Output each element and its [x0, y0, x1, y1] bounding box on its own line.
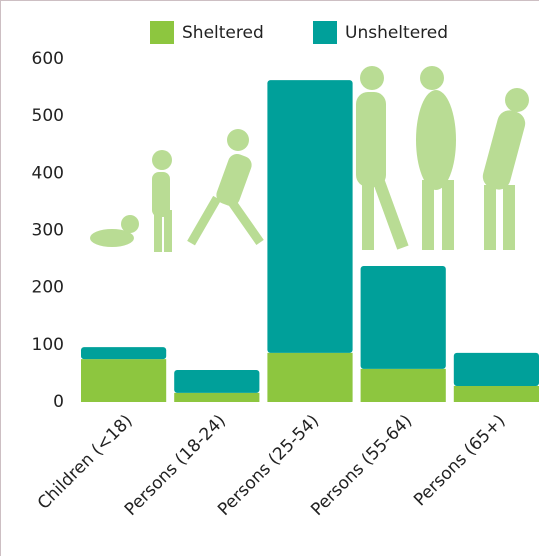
x-tick-label: Persons (65+)	[410, 411, 509, 510]
y-tick-label: 0	[53, 392, 64, 412]
y-tick-label: 400	[32, 163, 64, 183]
bar-segment	[360, 368, 446, 402]
bar-segment	[81, 347, 167, 360]
x-tick-label: Persons (18-24)	[121, 411, 230, 520]
legend-label: Unsheltered	[345, 23, 448, 43]
bar-segment	[174, 392, 260, 402]
bar-segment	[453, 385, 539, 402]
bar-segment	[81, 359, 167, 402]
y-tick-label: 500	[32, 106, 64, 126]
legend-swatch	[150, 21, 174, 44]
bar-segment	[267, 352, 353, 402]
y-tick-label: 600	[32, 49, 64, 69]
bar-segment	[453, 352, 539, 386]
x-tick-label: Persons (55-64)	[307, 411, 416, 520]
bar-segment	[174, 369, 260, 393]
legend-label: Sheltered	[182, 23, 264, 43]
y-tick-label: 100	[32, 335, 64, 355]
x-tick-label: Children (<18)	[34, 411, 137, 514]
silhouettes	[90, 66, 529, 252]
y-tick-label: 200	[32, 278, 64, 298]
legend-swatch	[313, 21, 337, 44]
bar-segment	[360, 265, 446, 369]
bar-segment	[267, 80, 353, 353]
y-tick-label: 300	[32, 221, 64, 241]
x-tick-label: Persons (25-54)	[214, 411, 323, 520]
